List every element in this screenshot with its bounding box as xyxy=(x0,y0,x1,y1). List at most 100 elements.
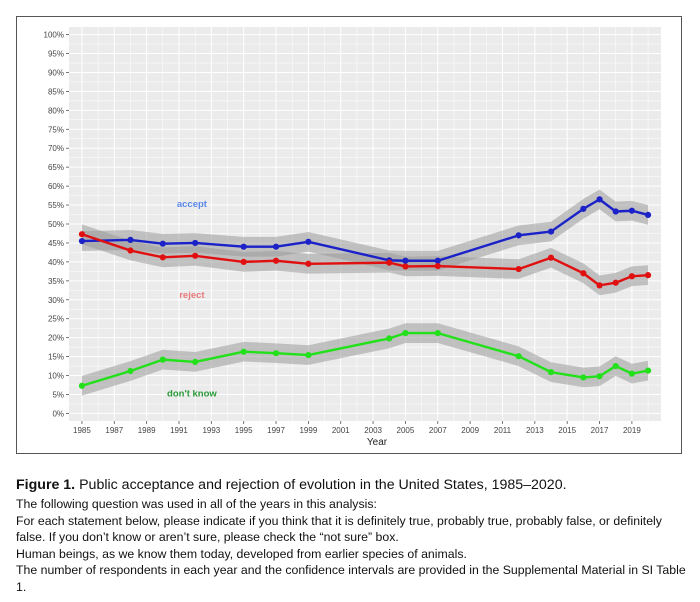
reject-confidence-band xyxy=(81,224,649,296)
x-tick-label: 2019 xyxy=(623,426,641,435)
don-t-know-data-point xyxy=(240,348,247,355)
y-tick-label: 15% xyxy=(48,353,64,362)
accept-data-point xyxy=(402,257,409,264)
accept-data-point xyxy=(612,208,619,215)
y-tick-label: 65% xyxy=(48,163,64,172)
reject-data-point xyxy=(78,231,86,238)
accept-data-point xyxy=(159,240,166,247)
x-tick-label: 2005 xyxy=(397,426,415,435)
reject-data-point xyxy=(434,262,441,270)
reject-data-point xyxy=(240,258,247,265)
don-t-know-series-label: don't know xyxy=(167,388,217,399)
y-tick-label: 55% xyxy=(48,201,64,210)
don-t-know-data-point xyxy=(192,358,199,365)
accept-data-point xyxy=(192,239,199,247)
figure-title: Public acceptance and rejection of evolu… xyxy=(79,477,567,493)
reject-data-point xyxy=(580,270,587,277)
accept-data-point xyxy=(644,211,652,219)
x-tick-label: 2013 xyxy=(526,426,544,435)
don-t-know-data-point xyxy=(612,362,619,370)
line-chart: 0% 5% 10% 15% 20% 25% 30% 35% 40% 45% 50% 55% 60% 65%… xyxy=(44,27,661,448)
reject-data-point xyxy=(644,272,652,279)
y-tick-label: 0% xyxy=(52,409,64,418)
x-tick-label: 1997 xyxy=(267,426,285,435)
don-t-know-data-point xyxy=(434,330,441,337)
x-tick-label: 1993 xyxy=(202,426,220,435)
reject-data-point xyxy=(547,254,555,261)
y-tick-label: 60% xyxy=(48,182,64,191)
x-tick-label: 1995 xyxy=(235,426,253,435)
reject-data-point xyxy=(596,282,603,289)
accept-data-point xyxy=(434,257,441,264)
figure-label: Figure 1. xyxy=(16,477,76,493)
caption-line-2: For each statement below, please indicat… xyxy=(16,513,662,545)
y-tick-label: 50% xyxy=(48,220,64,229)
y-tick-label: 90% xyxy=(48,68,64,77)
accept-data-point xyxy=(305,238,312,245)
reject-series-label: reject xyxy=(179,290,205,301)
y-tick-label: 45% xyxy=(48,239,64,248)
x-axis-title: Year xyxy=(367,437,388,448)
y-tick-label: 95% xyxy=(48,50,64,59)
y-tick-label: 80% xyxy=(48,106,64,115)
x-tick-label: 2003 xyxy=(364,426,382,435)
reject-data-point xyxy=(515,265,522,273)
reject-data-point xyxy=(305,260,312,267)
don-t-know-data-point xyxy=(596,373,603,380)
x-tick-label: 1989 xyxy=(138,426,156,435)
reject-data-point xyxy=(272,257,280,264)
y-tick-label: 75% xyxy=(48,125,64,134)
don-t-know-data-point xyxy=(628,370,635,377)
caption-line-4: The number of respondents in each year a… xyxy=(16,563,686,594)
reject-data-point xyxy=(159,254,166,261)
x-tick-label: 1991 xyxy=(170,426,188,435)
don-t-know-data-point xyxy=(402,330,409,337)
y-tick-label: 35% xyxy=(48,277,64,286)
y-tick-label: 85% xyxy=(48,87,64,96)
don-t-know-data-point xyxy=(580,374,587,381)
accept-series-label: accept xyxy=(177,199,208,210)
accept-data-point xyxy=(547,228,555,235)
don-t-know-data-point xyxy=(127,367,134,375)
x-tick-label: 2001 xyxy=(332,426,350,435)
y-tick-label: 70% xyxy=(48,144,64,153)
figure-title-line: Figure 1. Public acceptance and rejectio… xyxy=(16,476,692,495)
figure-caption: Figure 1. Public acceptance and rejectio… xyxy=(16,476,692,595)
x-tick-label: 1999 xyxy=(299,426,317,435)
y-tick-label: 5% xyxy=(52,390,64,399)
accept-data-point xyxy=(628,207,635,214)
x-tick-label: 1987 xyxy=(105,426,123,435)
x-tick-label: 2007 xyxy=(429,426,447,435)
caption-line-3: Human beings, as we know them today, dev… xyxy=(16,546,467,561)
accept-data-point xyxy=(272,243,280,250)
reject-data-point xyxy=(402,263,409,270)
accept-data-point xyxy=(580,205,587,212)
don-t-know-data-point xyxy=(515,353,522,360)
don-t-know-data-point xyxy=(272,350,280,357)
don-t-know-data-point xyxy=(159,356,166,363)
reject-data-point xyxy=(192,252,199,259)
don-t-know-data-point xyxy=(386,335,393,342)
y-tick-label: 40% xyxy=(48,258,64,267)
accept-data-point xyxy=(127,236,134,244)
y-tick-label: 25% xyxy=(48,315,64,324)
reject-data-point xyxy=(127,247,134,254)
don-t-know-data-point xyxy=(547,369,555,376)
reject-data-point xyxy=(612,279,619,286)
reject-data-point xyxy=(628,273,635,280)
y-tick-label: 100% xyxy=(44,31,64,40)
x-tick-label: 2017 xyxy=(591,426,609,435)
x-tick-label: 2011 xyxy=(494,426,512,435)
y-tick-label: 30% xyxy=(48,296,64,305)
accept-data-point xyxy=(596,196,603,203)
y-tick-label: 10% xyxy=(48,372,64,381)
chart-frame: 0% 5% 10% 15% 20% 25% 30% 35% 40% 45% 50% 55% 60% 65%… xyxy=(16,16,682,454)
don-t-know-data-point xyxy=(305,351,312,359)
don-t-know-data-point xyxy=(78,382,86,389)
x-tick-label: 1985 xyxy=(73,426,91,435)
x-tick-label: 2009 xyxy=(461,426,479,435)
don-t-know-data-point xyxy=(644,367,652,374)
reject-data-point xyxy=(386,259,393,266)
caption-line-1: The following question was used in all o… xyxy=(16,497,377,511)
x-tick-label: 2015 xyxy=(558,426,576,435)
